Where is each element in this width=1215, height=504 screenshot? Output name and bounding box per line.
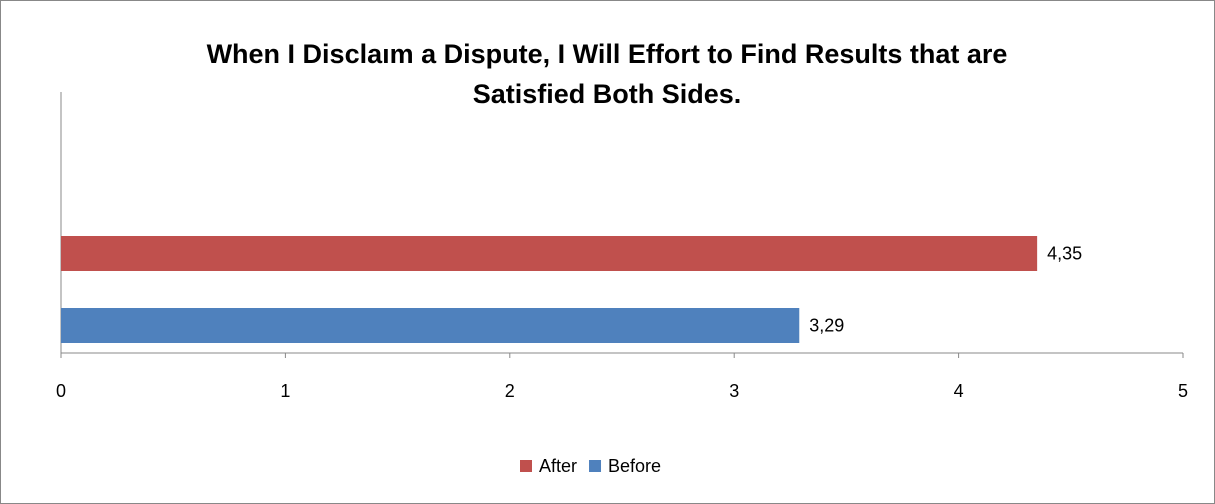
value-label: 4,35 [1047, 243, 1082, 263]
bar [61, 308, 800, 343]
legend-label: After [539, 456, 577, 476]
x-tick-label: 1 [280, 381, 290, 401]
x-tick-label: 0 [56, 381, 66, 401]
legend-label: Before [608, 456, 661, 476]
value-label: 3,29 [809, 315, 844, 335]
x-tick-label: 3 [729, 381, 739, 401]
x-tick-label: 4 [954, 381, 964, 401]
legend-swatch [520, 460, 532, 472]
bar [61, 236, 1038, 271]
chart-title: When I Disclaım a Dispute, I Will Effort… [206, 39, 1008, 109]
x-tick-label: 2 [505, 381, 515, 401]
x-tick-label: 5 [1178, 381, 1188, 401]
legend-swatch [589, 460, 602, 472]
